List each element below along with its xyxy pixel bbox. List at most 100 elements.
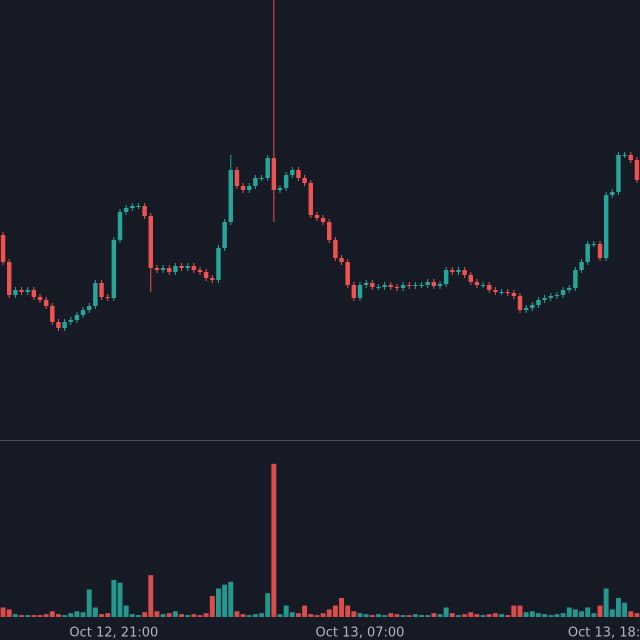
candle-body [0, 235, 6, 262]
candle-body [308, 183, 313, 215]
candle-body [357, 285, 363, 298]
candle-body [283, 175, 289, 188]
candle-body [80, 310, 86, 315]
volume-bar [172, 611, 178, 617]
volume-bar [209, 596, 215, 617]
candle-body [579, 262, 584, 270]
candle-body [111, 240, 117, 298]
candle-body [296, 170, 301, 178]
candle-body [597, 244, 603, 258]
volume-bar [222, 584, 228, 617]
volume-bar [345, 605, 351, 617]
candle-body [413, 285, 418, 286]
candle-body [74, 315, 80, 320]
volume-bar [419, 615, 424, 617]
candle-body [370, 283, 375, 287]
candle-body [363, 283, 369, 285]
volume-bar [99, 614, 104, 617]
volume-bar [511, 605, 517, 617]
candle-body [43, 300, 49, 306]
volume-bar [486, 614, 492, 617]
candle-body [493, 290, 498, 292]
volume-bar [43, 614, 49, 617]
volume-bar [529, 611, 535, 617]
candle-body [123, 208, 129, 212]
volume-bar [357, 613, 363, 617]
volume-bar [634, 613, 640, 617]
candle-body [271, 158, 277, 190]
candle-body [536, 300, 541, 305]
volume-bar [197, 615, 203, 617]
volume-bar [80, 612, 86, 617]
candle-body [265, 158, 270, 178]
volume-bar [369, 615, 375, 617]
candle-body [173, 266, 178, 272]
candle-body [197, 270, 203, 272]
candle-body [487, 285, 492, 290]
candle-body [425, 282, 430, 285]
candle-body [591, 244, 597, 245]
volume-bar [394, 614, 400, 617]
candle-body [247, 186, 252, 190]
candle-body [253, 178, 258, 186]
x-tick-label: Oct 13, 07:00 [316, 626, 405, 640]
volume-bar [252, 614, 258, 617]
candle-body [407, 285, 412, 286]
candle-body [480, 285, 486, 286]
candle-body [216, 248, 221, 280]
candle-body [87, 306, 92, 310]
candle-body [50, 306, 55, 322]
candle-body [31, 290, 37, 297]
candle-body [394, 287, 400, 288]
volume-bar [382, 615, 388, 617]
volume-bar [425, 615, 431, 617]
candle-body [277, 188, 283, 190]
volume-bar [0, 607, 6, 617]
candle-body [548, 296, 553, 298]
candle-body [468, 275, 473, 282]
volume-bar [443, 607, 449, 617]
volume-bar [437, 614, 443, 617]
candle-body [431, 282, 437, 286]
volume-bar [240, 614, 246, 617]
candle-body [320, 218, 326, 222]
candle-body [154, 268, 160, 270]
volume-bar [302, 605, 308, 617]
volume-bar [591, 613, 597, 617]
candle-body [585, 244, 590, 262]
volume-bar [148, 575, 154, 617]
volume-bar [579, 611, 584, 617]
volume-bar [609, 609, 615, 617]
volume-bar [363, 614, 369, 617]
candle-body [450, 270, 455, 272]
candle-body [376, 287, 381, 288]
candle-body [167, 268, 172, 272]
volume-bar [480, 615, 486, 617]
candle-body [56, 322, 61, 328]
candle-body [542, 298, 547, 300]
volume-bar [308, 614, 314, 617]
candle-body [99, 283, 104, 297]
volume-bar [412, 614, 418, 617]
volume-bar [86, 589, 92, 617]
candle-body [443, 270, 449, 284]
volume-bar [603, 588, 609, 617]
candle-body [622, 155, 627, 156]
volume-bar [105, 613, 111, 617]
volume-bar [179, 614, 184, 617]
candle-body [505, 292, 510, 293]
volume-bar [154, 611, 160, 617]
volume-bar [320, 613, 326, 617]
volume-bar [31, 615, 37, 617]
volume-bar [622, 602, 628, 617]
candle-body [136, 206, 141, 207]
volume-bar [259, 613, 264, 617]
volume-bar [117, 582, 123, 617]
volume-bar [12, 614, 18, 617]
candle-body [62, 322, 67, 328]
candle-body [351, 285, 357, 298]
volume-bar [216, 588, 221, 617]
volume-bar [499, 614, 504, 617]
